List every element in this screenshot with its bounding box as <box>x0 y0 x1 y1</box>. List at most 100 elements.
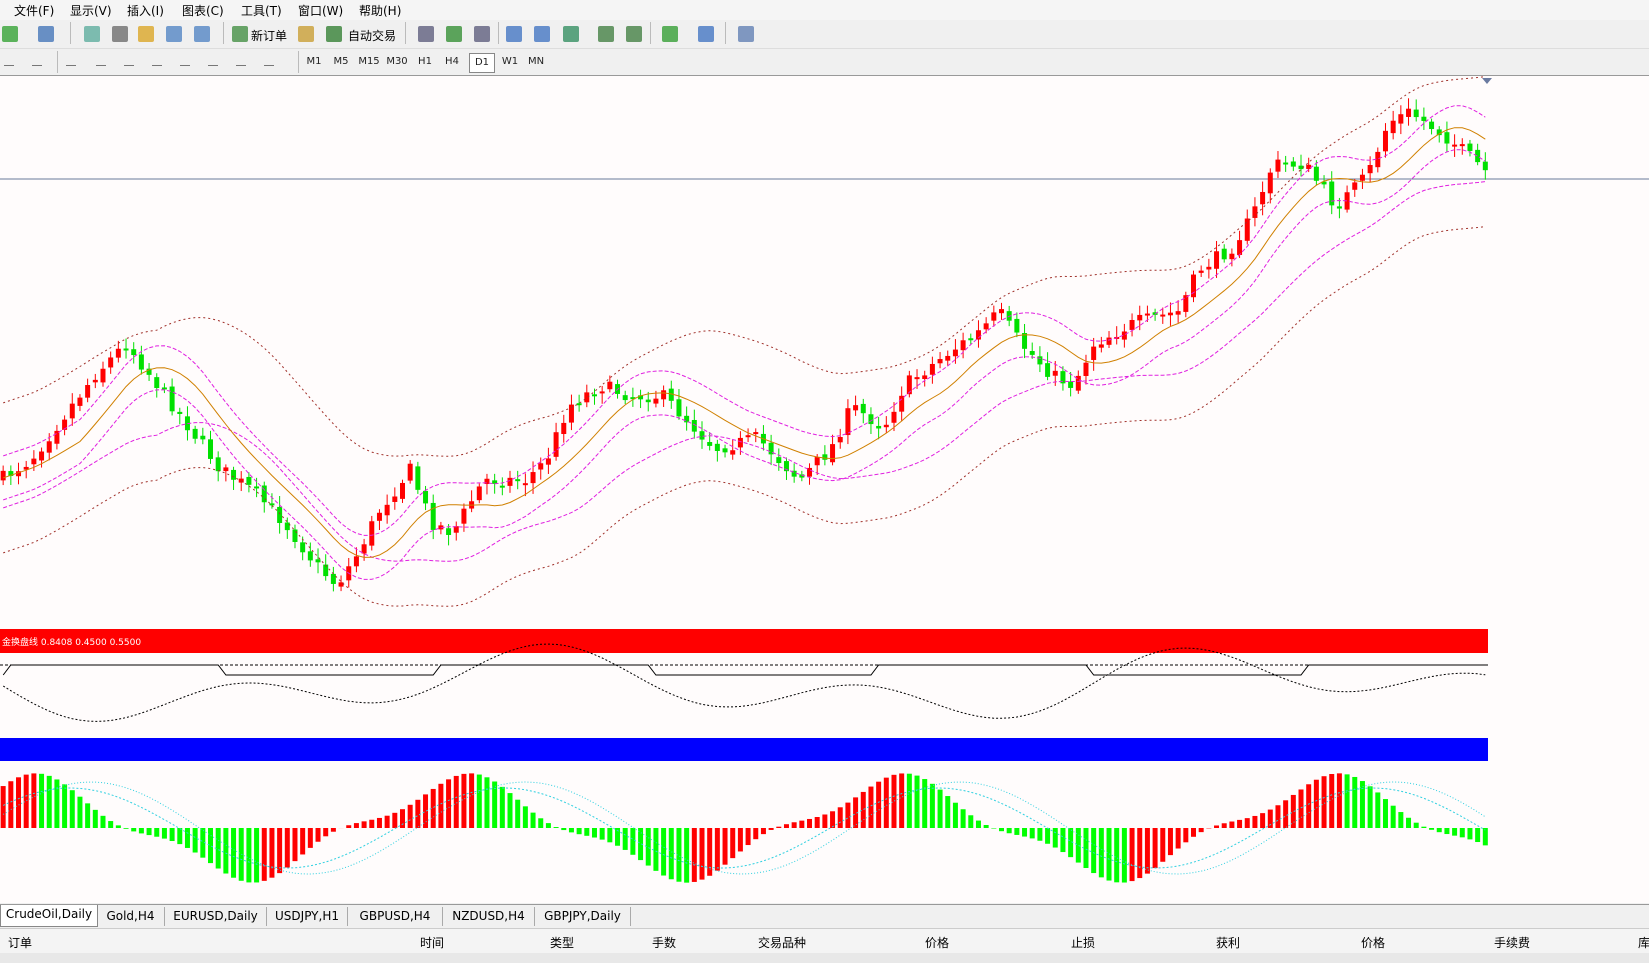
histogram-bar <box>292 828 298 862</box>
candle-body <box>991 312 997 321</box>
draw-tool[interactable] <box>66 57 76 66</box>
draw-tool[interactable] <box>96 57 106 66</box>
toolbar-icon[interactable] <box>446 26 462 42</box>
histogram-bar <box>1006 828 1012 834</box>
candle-body <box>1390 120 1396 134</box>
timeframe-button[interactable]: MN <box>527 56 545 67</box>
auto-trade-button[interactable]: 自动交易 <box>348 29 397 43</box>
draw-tool[interactable] <box>4 57 14 66</box>
candle-body <box>77 397 83 406</box>
draw-tool[interactable] <box>264 57 274 66</box>
chart-tab[interactable]: USDJPY,H1 <box>267 907 348 926</box>
menu-item[interactable]: 插入(I) <box>127 4 164 18</box>
column-header[interactable]: 库 <box>1638 936 1649 950</box>
toolbar-icon[interactable] <box>418 26 434 42</box>
toolbar-icon[interactable] <box>626 26 642 42</box>
candle-body <box>584 392 590 403</box>
histogram-bar <box>983 824 989 828</box>
histogram-bar <box>937 789 943 828</box>
histogram-bar <box>446 779 452 828</box>
column-header[interactable]: 止损 <box>1071 936 1096 950</box>
toolbar-icon[interactable] <box>84 26 100 42</box>
draw-tool[interactable] <box>32 57 42 66</box>
separator <box>405 22 406 44</box>
candle-body <box>392 496 398 502</box>
chart-tab[interactable]: NZDUSD,H4 <box>443 907 535 926</box>
draw-tool[interactable] <box>152 57 162 66</box>
histogram-bar <box>1221 823 1227 828</box>
draw-tool[interactable] <box>236 57 246 66</box>
candle-body <box>591 394 597 397</box>
timeframe-button[interactable]: M15 <box>358 56 380 67</box>
draw-tool[interactable] <box>180 57 190 66</box>
candle-body <box>876 425 882 429</box>
chart-tab[interactable]: GBPJPY,Daily <box>535 907 631 926</box>
timeframe-button[interactable]: M1 <box>306 56 322 67</box>
candle-body <box>929 363 935 375</box>
histogram-bar <box>1452 828 1458 836</box>
timeframe-button[interactable]: M5 <box>333 56 349 67</box>
band-line <box>3 149 1486 580</box>
new-order-button[interactable]: 新订单 <box>251 29 288 43</box>
histogram-bar <box>1022 828 1028 837</box>
histogram-bar <box>676 828 682 882</box>
column-header[interactable]: 交易品种 <box>758 936 807 950</box>
chart-tab[interactable]: CrudeOil,Daily <box>0 905 98 927</box>
timeframe-button[interactable]: D1 <box>469 53 495 73</box>
separator <box>70 22 71 44</box>
menu-item[interactable]: 工具(T) <box>241 4 282 18</box>
candle-body <box>423 490 429 504</box>
column-header[interactable]: 订单 <box>8 936 33 950</box>
timeframe-button[interactable]: H1 <box>418 56 432 67</box>
column-header[interactable]: 类型 <box>550 936 575 950</box>
menu-item[interactable]: 文件(F) <box>14 4 55 18</box>
toolbar-icon[interactable] <box>194 26 210 42</box>
timeframe-button[interactable]: W1 <box>501 56 519 67</box>
toolbar-icon[interactable] <box>662 26 678 42</box>
column-header[interactable]: 时间 <box>420 936 445 950</box>
column-header[interactable]: 手数 <box>652 936 677 950</box>
column-header[interactable]: 价格 <box>925 936 950 950</box>
toolbar-icon[interactable] <box>534 26 550 42</box>
timeframe-button[interactable]: H4 <box>445 56 459 67</box>
histogram-bar <box>1382 799 1388 828</box>
menu-item[interactable]: 窗口(W) <box>298 4 344 18</box>
candle-body <box>284 522 290 531</box>
toolbar-icon[interactable] <box>474 26 490 42</box>
toolbar-icon[interactable] <box>506 26 522 42</box>
candle-body <box>223 467 229 472</box>
column-header[interactable]: 价格 <box>1361 936 1386 950</box>
histogram-bar <box>177 828 183 845</box>
toolbar-icon[interactable] <box>563 26 579 42</box>
toolbar-icon[interactable] <box>232 26 248 42</box>
histogram-bar <box>1137 828 1143 879</box>
column-header[interactable]: 手续费 <box>1494 936 1531 950</box>
histogram-bar <box>261 828 267 881</box>
toolbar-icon[interactable] <box>326 26 342 42</box>
histogram-bar <box>1298 789 1304 828</box>
chart-tab[interactable]: Gold,H4 <box>97 907 165 926</box>
timeframe-button[interactable]: M30 <box>386 56 408 67</box>
toolbar-icon[interactable] <box>2 26 18 42</box>
histogram-bar <box>1290 794 1296 828</box>
toolbar-icon[interactable] <box>298 26 314 42</box>
histogram-bar <box>399 809 405 828</box>
histogram-bar <box>737 828 743 852</box>
chart-tab[interactable]: GBPUSD,H4 <box>348 907 443 926</box>
toolbar-icon[interactable] <box>698 26 714 42</box>
toolbar-icon[interactable] <box>738 26 754 42</box>
menu-item[interactable]: 帮助(H) <box>359 4 402 18</box>
candle-body <box>999 309 1005 314</box>
toolbar-icon[interactable] <box>112 26 128 42</box>
histogram-bar <box>714 828 720 871</box>
chart-tab[interactable]: EURUSD,Daily <box>165 907 267 926</box>
toolbar-icon[interactable] <box>166 26 182 42</box>
toolbar-icon[interactable] <box>598 26 614 42</box>
toolbar-icon[interactable] <box>138 26 154 42</box>
menu-item[interactable]: 显示(V) <box>70 4 112 18</box>
menu-item[interactable]: 图表(C) <box>182 4 224 18</box>
toolbar-icon[interactable] <box>38 26 54 42</box>
column-header[interactable]: 获利 <box>1216 936 1241 950</box>
draw-tool[interactable] <box>124 57 134 66</box>
draw-tool[interactable] <box>208 57 218 66</box>
